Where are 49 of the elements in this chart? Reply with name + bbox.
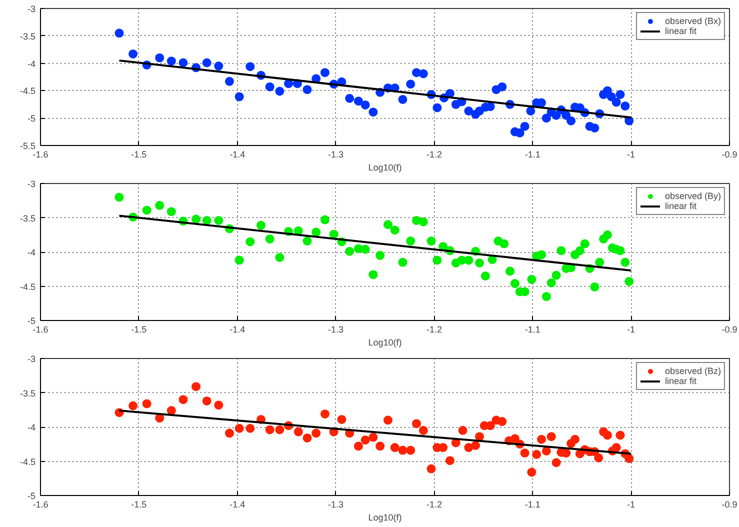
y-tick-label: -5.5 bbox=[20, 141, 36, 151]
x-tick-label: -1.6 bbox=[32, 500, 48, 510]
legend-label: observed (By) bbox=[664, 191, 721, 201]
x-tick-label: -1.1 bbox=[524, 500, 540, 510]
y-tick-label: -5 bbox=[28, 491, 36, 501]
x-axis-title: Log10(f) bbox=[368, 162, 402, 172]
x-tick-label: -1.3 bbox=[328, 500, 344, 510]
x-tick-label: -1.1 bbox=[524, 324, 540, 334]
y-tick-label: -5 bbox=[28, 114, 36, 124]
x-tick-label: -1.2 bbox=[426, 500, 442, 510]
x-tick-label: -1.5 bbox=[131, 150, 147, 160]
x-axis-title: Log10(f) bbox=[368, 512, 402, 522]
x-tick-label: -0.9 bbox=[722, 500, 738, 510]
y-tick-label: -4 bbox=[28, 422, 36, 432]
x-tick-label: -1.3 bbox=[328, 324, 344, 334]
legend-label: linear fit bbox=[664, 26, 696, 36]
x-tick-label: -1.3 bbox=[328, 150, 344, 160]
y-tick-label: -5 bbox=[28, 316, 36, 326]
y-tick-label: -4 bbox=[28, 248, 36, 258]
y-tick-label: -3.5 bbox=[20, 31, 36, 42]
x-tick-label: -1.5 bbox=[131, 500, 147, 510]
x-tick-label: -0.9 bbox=[722, 150, 738, 160]
x-tick-label: -1.4 bbox=[230, 150, 246, 160]
legend-label: linear fit bbox=[664, 376, 696, 386]
x-tick-label: -1.5 bbox=[131, 324, 147, 334]
x-tick-label: -0.9 bbox=[722, 324, 738, 334]
x-tick-label: -1.6 bbox=[32, 324, 48, 334]
y-tick-label: -3.5 bbox=[20, 213, 36, 224]
y-tick-label: -3 bbox=[28, 4, 36, 14]
y-tick-label: -3.5 bbox=[20, 388, 36, 398]
x-tick-label: -1 bbox=[627, 324, 636, 334]
x-tick-label: -1.6 bbox=[32, 150, 48, 160]
x-tick-label: -1.1 bbox=[524, 150, 540, 160]
legend-label: observed (Bx) bbox=[664, 16, 721, 26]
x-tick-label: -1.2 bbox=[426, 150, 442, 160]
y-tick-label: -4.5 bbox=[20, 86, 36, 96]
legend-label: observed (Bz) bbox=[664, 366, 721, 376]
x-tick-label: -1 bbox=[627, 500, 636, 510]
y-tick-label: -4 bbox=[28, 58, 36, 69]
x-tick-label: -1.4 bbox=[230, 324, 246, 334]
x-tick-label: -1 bbox=[627, 150, 636, 160]
legend-label: linear fit bbox=[664, 201, 696, 211]
x-tick-label: -1.2 bbox=[426, 324, 442, 334]
y-tick-label: -4.5 bbox=[20, 456, 36, 467]
x-axis-title: Log10(f) bbox=[368, 338, 402, 348]
y-tick-label: -4.5 bbox=[20, 282, 36, 292]
y-tick-label: -3 bbox=[28, 354, 36, 364]
x-tick-label: -1.4 bbox=[230, 500, 246, 510]
y-tick-label: -3 bbox=[28, 179, 36, 189]
